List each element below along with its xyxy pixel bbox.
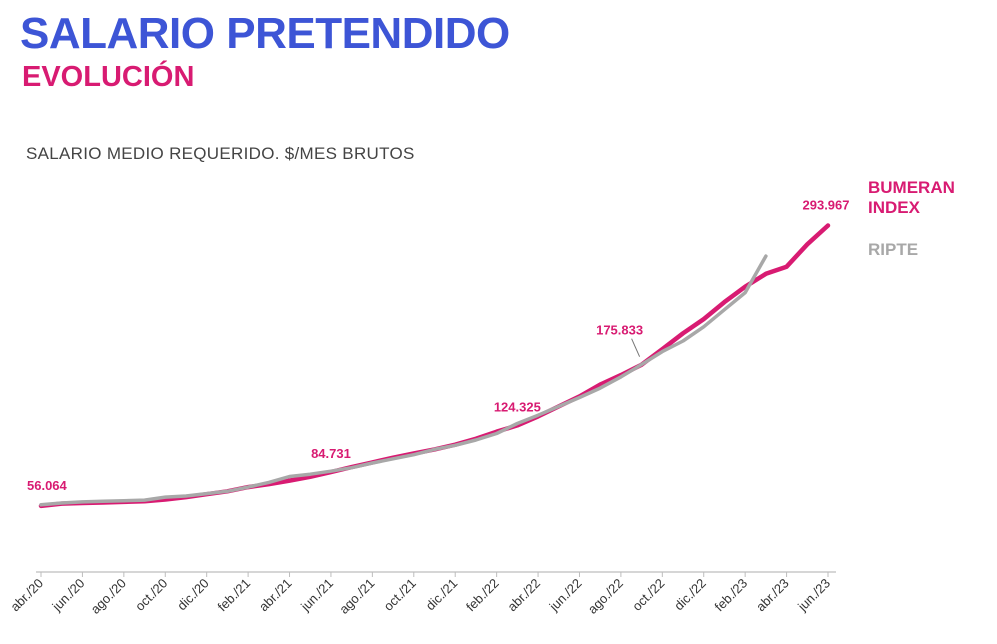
x-tick-label: abr./20 <box>7 576 46 615</box>
legend-ripte: RIPTE <box>868 240 919 259</box>
x-tick-label: feb./22 <box>463 576 502 615</box>
page-subtitle: EVOLUCIÓN <box>22 61 195 93</box>
x-tick-label: jun./23 <box>794 576 833 615</box>
x-tick-label: ago./22 <box>585 576 626 617</box>
x-tick-label: abr./23 <box>753 576 792 615</box>
x-tick-label: oct./20 <box>132 576 170 614</box>
x-tick-label: ago./20 <box>88 576 129 617</box>
x-tick-label: feb./23 <box>712 576 751 615</box>
x-tick-label: oct./22 <box>629 576 667 614</box>
x-tick-label: jun./22 <box>546 576 585 615</box>
x-tick-label: jun./21 <box>297 576 336 615</box>
data-label: 293.967 <box>803 197 850 212</box>
x-tick-label: abr./22 <box>504 576 543 615</box>
x-tick-label: ago./21 <box>336 576 377 617</box>
x-tick-label: jun./20 <box>49 576 88 615</box>
data-label: 124.325 <box>494 399 541 414</box>
x-tick-label: oct./21 <box>381 576 419 614</box>
x-tick-label: abr./21 <box>256 576 295 615</box>
data-label: 84.731 <box>311 446 351 461</box>
series-line-ripte <box>39 254 768 507</box>
legend-bumeran-index: BUMERAN INDEX <box>868 178 955 218</box>
x-tick-label: dic./20 <box>174 576 212 614</box>
data-label: 175.833 <box>596 323 643 338</box>
x-tick-label: dic./22 <box>671 576 709 614</box>
page-title: SALARIO PRETENDIDO <box>20 9 510 58</box>
data-label: 56.064 <box>27 478 68 493</box>
y-axis-label: SALARIO MEDIO REQUERIDO. $/MES BRUTOS <box>26 144 415 163</box>
x-tick-label: feb./21 <box>215 576 254 615</box>
x-tick-label: dic./21 <box>423 576 461 614</box>
data-label-leader-line <box>631 338 641 357</box>
series-line-bumeran-index <box>38 223 831 509</box>
